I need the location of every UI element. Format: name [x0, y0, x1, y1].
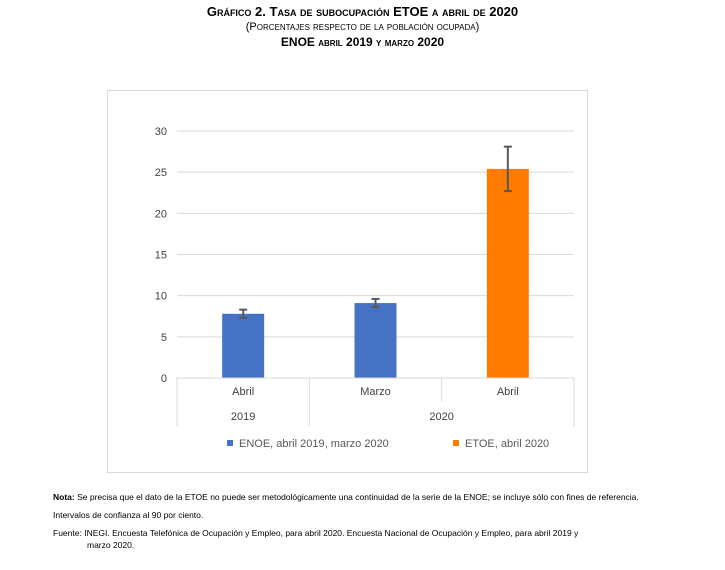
legend-swatch: [453, 440, 459, 446]
source-label: Fuente:: [53, 528, 82, 538]
bar: [486, 168, 529, 378]
y-tick-label: 0: [161, 373, 167, 385]
source-text-continued: marzo 2020.: [87, 540, 135, 550]
y-tick-label: 20: [155, 208, 167, 220]
chart-subtitle: (Porcentajes respecto de la población oc…: [245, 21, 480, 33]
y-tick-label: 25: [155, 167, 167, 179]
note-label: Nota:: [53, 492, 75, 502]
x-tick-label: Abril: [497, 386, 519, 398]
legend-label: ETOE, abril 2020: [465, 438, 549, 450]
source-paragraph: Fuente: INEGI. Encuesta Telefónica de Oc…: [53, 527, 653, 551]
bar: [354, 303, 397, 378]
y-tick-label: 5: [161, 332, 167, 344]
footnotes: Nota: Se precisa que el dato de la ETOE …: [53, 491, 653, 557]
y-tick-label: 10: [155, 291, 167, 303]
chart-subtitle-2: ENOE abril 2019 y marzo 2020: [280, 35, 445, 49]
source-text: INEGI. Encuesta Telefónica de Ocupación …: [84, 528, 579, 538]
x-tick-label: Marzo: [360, 386, 391, 398]
legend-swatch: [227, 440, 233, 446]
y-tick-label: 30: [155, 126, 167, 138]
bar: [222, 313, 265, 378]
x-tick-label: Abril: [232, 386, 254, 398]
legend-label: ENOE, abril 2019, marzo 2020: [239, 438, 389, 450]
year-group-label: 2020: [429, 411, 453, 423]
y-tick-label: 15: [155, 250, 167, 262]
bar-chart: 0 5 10 15 20 25 30 Abril Marzo Abril 2019 2020 ENOE,…: [107, 90, 588, 473]
confidence-note: Intervalos de confianza al 90 por ciento…: [53, 510, 204, 520]
chart-title: Gráfico 2. Tasa de subocupación ETOE a a…: [206, 4, 519, 19]
note-text: Se precisa que el dato de la ETOE no pue…: [77, 492, 639, 502]
note-paragraph: Nota: Se precisa que el dato de la ETOE …: [53, 491, 653, 503]
year-group-label: 2019: [231, 411, 255, 423]
chart-titles: Gráfico 2. Tasa de subocupación ETOE a a…: [0, 3, 725, 50]
chart-area: 0 5 10 15 20 25 30 Abril Marzo Abril 2019 2020 ENOE,…: [107, 90, 588, 473]
